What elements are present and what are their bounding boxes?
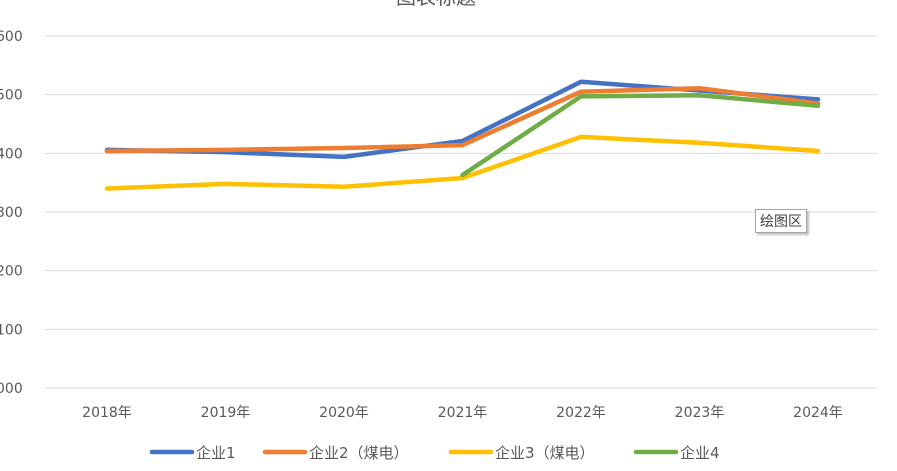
y-tick-label: 200 — [0, 264, 23, 280]
x-tick-label: 2024年 — [793, 405, 843, 421]
y-tick-label: 100 — [0, 322, 23, 338]
x-tick-label: 2019年 — [201, 405, 251, 421]
plot-area-tooltip: 绘图区 — [755, 209, 807, 233]
series-line-1[interactable] — [104, 79, 821, 160]
x-tick-label: 2018年 — [82, 405, 132, 421]
legend-label[interactable]: 企业4 — [680, 444, 720, 462]
legend-label[interactable]: 企业1 — [196, 444, 236, 462]
y-tick-label: 000 — [0, 381, 23, 397]
y-tick-label: 600 — [0, 29, 23, 45]
legend-label[interactable]: 企业2（煤电） — [309, 444, 409, 462]
series-line-3[interactable] — [104, 134, 821, 191]
x-tick-label: 2023年 — [675, 405, 725, 421]
y-tick-label: 500 — [0, 88, 23, 104]
y-tick-label: 400 — [0, 146, 23, 162]
series-line-2[interactable] — [104, 85, 821, 154]
legend-label[interactable]: 企业3（煤电） — [495, 444, 595, 462]
y-tick-label: 300 — [0, 205, 23, 221]
series-line-4[interactable] — [460, 93, 821, 178]
x-tick-label: 2021年 — [438, 405, 488, 421]
chart-title[interactable]: 图表标题 — [396, 0, 476, 9]
x-tick-label: 2022年 — [556, 405, 606, 421]
x-tick-label: 2020年 — [319, 405, 369, 421]
